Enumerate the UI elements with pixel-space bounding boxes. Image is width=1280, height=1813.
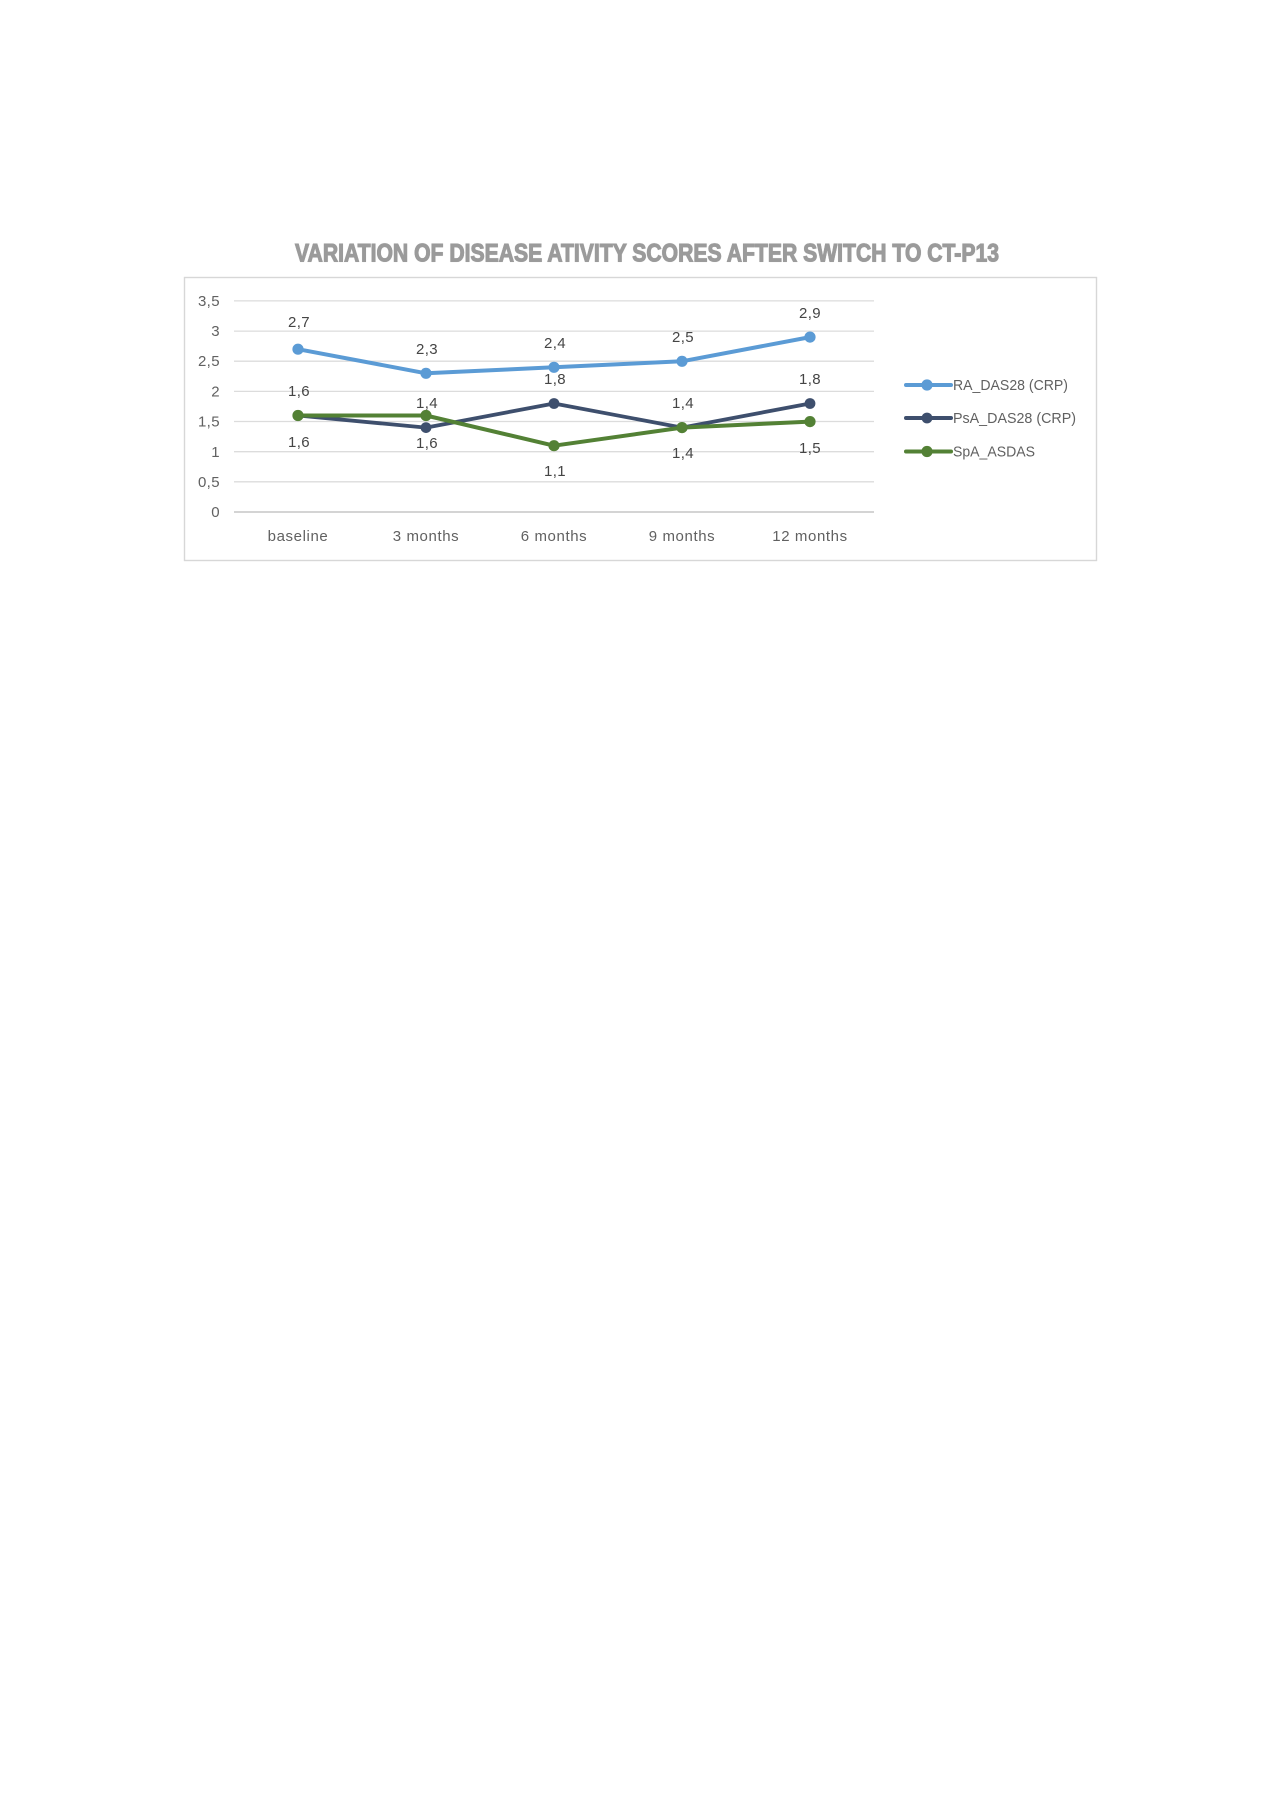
svg-text:1,5: 1,5 [198, 414, 220, 431]
svg-text:SpA_ASDAS: SpA_ASDAS [953, 444, 1035, 461]
svg-text:2,9: 2,9 [799, 305, 821, 322]
svg-text:1,8: 1,8 [799, 371, 821, 388]
svg-text:0: 0 [211, 504, 220, 521]
svg-text:2,5: 2,5 [198, 353, 220, 370]
svg-text:9 months: 9 months [649, 528, 716, 545]
svg-text:VARIATION OF DISEASE ATIVITY S: VARIATION OF DISEASE ATIVITY SCORES AFTE… [295, 240, 999, 268]
svg-text:RA_DAS28 (CRP): RA_DAS28 (CRP) [953, 377, 1068, 394]
svg-text:3 months: 3 months [393, 528, 460, 545]
svg-text:1,6: 1,6 [416, 435, 438, 452]
svg-text:1,4: 1,4 [672, 395, 694, 412]
svg-text:1,4: 1,4 [672, 445, 694, 462]
svg-text:1: 1 [211, 444, 220, 461]
svg-text:12 months: 12 months [772, 528, 847, 545]
svg-text:6 months: 6 months [521, 528, 588, 545]
svg-text:2,7: 2,7 [288, 314, 310, 331]
svg-text:1,8: 1,8 [544, 371, 566, 388]
svg-text:PsA_DAS28 (CRP): PsA_DAS28 (CRP) [953, 410, 1076, 427]
svg-text:3,5: 3,5 [198, 293, 220, 310]
svg-text:2,5: 2,5 [672, 329, 694, 346]
svg-text:1,4: 1,4 [416, 395, 438, 412]
svg-text:baseline: baseline [268, 528, 329, 545]
svg-text:2: 2 [211, 384, 220, 401]
svg-text:2,4: 2,4 [544, 335, 566, 352]
svg-text:1,6: 1,6 [288, 434, 310, 451]
svg-text:2,3: 2,3 [416, 341, 438, 358]
svg-text:1,6: 1,6 [288, 383, 310, 400]
svg-text:3: 3 [211, 323, 220, 340]
svg-text:0,5: 0,5 [198, 474, 220, 491]
svg-text:1,1: 1,1 [544, 463, 566, 480]
svg-text:1,5: 1,5 [799, 440, 821, 457]
